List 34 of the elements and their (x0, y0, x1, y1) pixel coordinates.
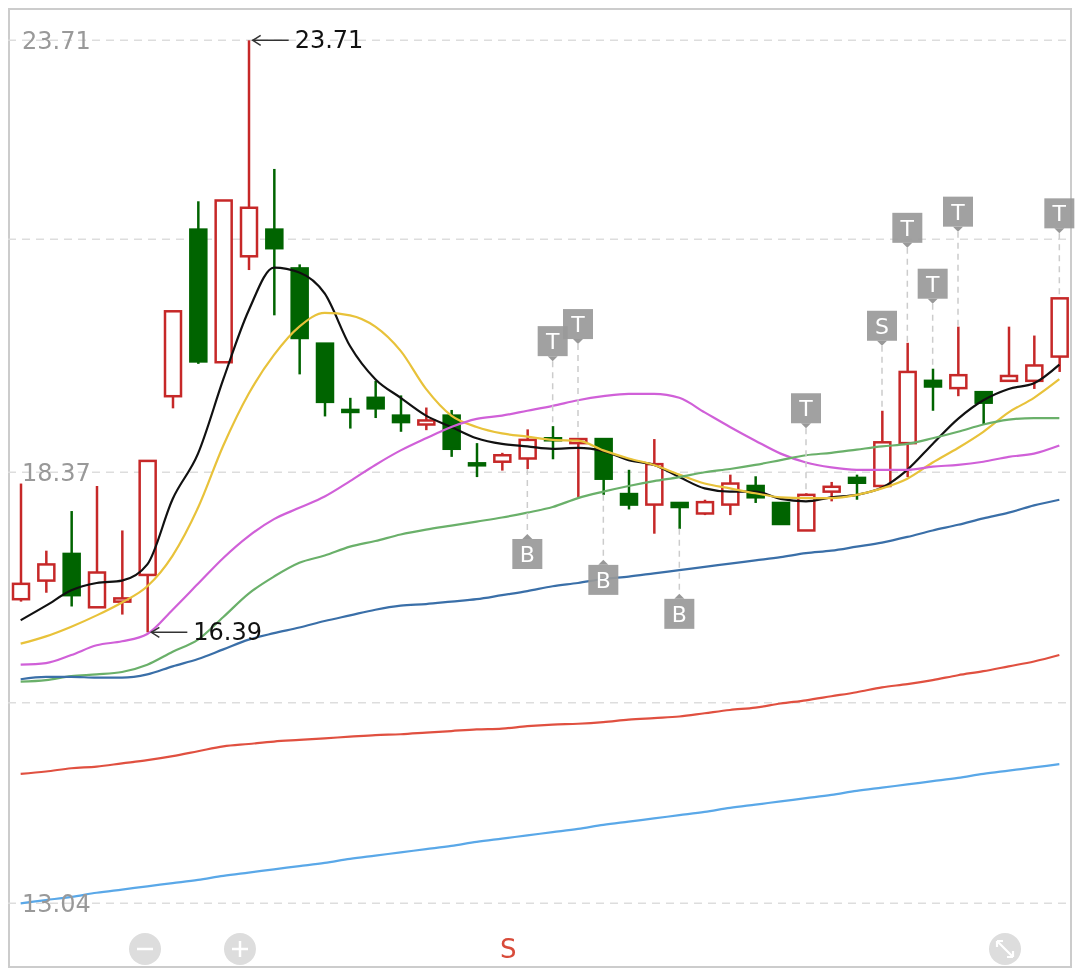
candlestick (11, 482, 31, 603)
annotation: T (798, 396, 814, 422)
line-series (19, 311, 1061, 645)
annotation: S (500, 934, 517, 964)
candlestick (822, 480, 841, 503)
annotation: T (924, 271, 940, 297)
candlestick (391, 394, 411, 434)
y-tick-label: 13.04 (22, 890, 91, 919)
candlestick (265, 167, 284, 317)
annotation: T (899, 215, 915, 241)
candlestick (619, 468, 639, 511)
candlestick (467, 441, 487, 479)
annotation: T (950, 199, 966, 225)
y-tick-label: 18.37 (22, 459, 91, 488)
line-series (19, 266, 1061, 622)
annotation: T (1051, 201, 1067, 227)
candlestick (37, 549, 56, 594)
candlestick (1025, 334, 1044, 391)
candlestick (341, 396, 360, 430)
candlestick (417, 406, 436, 432)
candlestick (847, 473, 867, 501)
annotation: 23.71 (294, 26, 364, 55)
candlestick (366, 379, 385, 420)
annotation: B (519, 541, 535, 567)
annotation: B (595, 567, 611, 593)
line-series (19, 653, 1061, 775)
y-tick-label: 23.71 (22, 27, 91, 56)
line-series (19, 498, 1061, 681)
annotation: S (875, 313, 889, 339)
annotation: B (671, 601, 687, 627)
candlestick (999, 325, 1019, 383)
annotation: T (570, 312, 586, 338)
annotation: T (544, 329, 560, 355)
candlestick (771, 501, 791, 526)
